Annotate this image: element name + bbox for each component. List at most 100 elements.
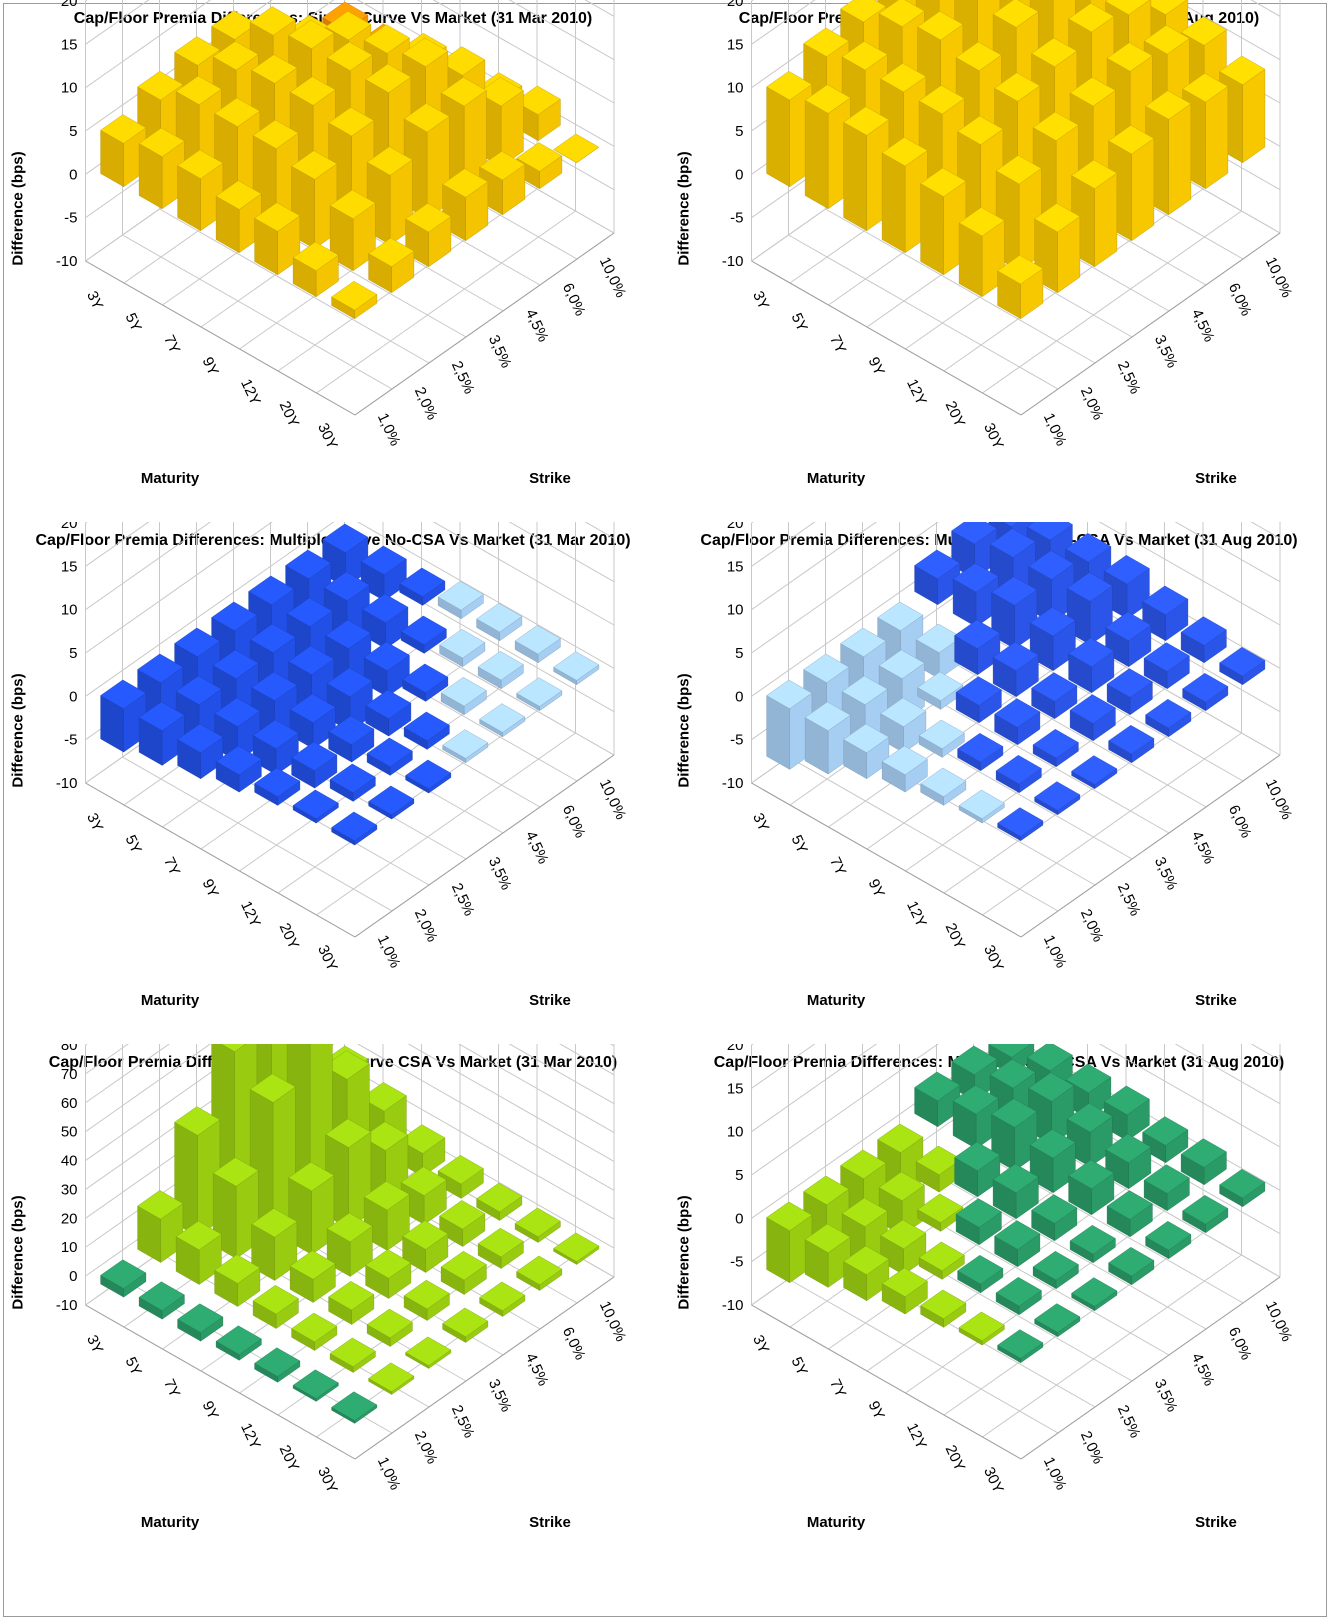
bar [403,1279,450,1321]
bars [766,522,1266,842]
bar [437,1155,484,1199]
grid-line [788,234,1059,390]
strike-axis-label: Strike [1195,1514,1237,1531]
y-tick-label: 0 [69,1268,77,1285]
y-tick-label: 40 [61,1153,78,1170]
strike-tick-label: 3,5% [485,1377,515,1415]
strike-tick-label: 10,0% [1262,1299,1295,1345]
bar [880,1219,927,1276]
y-tick-label: -5 [730,732,743,749]
y-tick-label: 0 [735,688,743,705]
bar [516,1255,563,1291]
grid-line [85,1044,615,1219]
maturity-tick-label: 20Y [942,921,969,952]
grid-line [85,522,615,697]
maturity-tick-label: 5Y [788,311,811,335]
y-tick-label: -10 [722,1297,744,1314]
bar [479,151,526,216]
bar [994,698,1041,746]
bar [252,719,299,776]
bar [1031,1194,1078,1242]
maturity-tick-label: 12Y [903,899,930,930]
bar [1071,1277,1118,1312]
chart-panel-4: Cap/Floor Premia Differences: Multiple-C… [666,522,1332,1062]
bar [1145,1221,1192,1260]
maturity-tick-label: 9Y [199,355,222,379]
bar [1032,729,1079,768]
bar [1143,642,1190,690]
maturity-tick-label: 20Y [276,1443,303,1474]
bar [553,651,600,686]
y-tick-label: 10 [61,80,78,97]
y-tick-label: 30 [61,1181,78,1198]
maturity-tick-label: 30Y [980,1465,1007,1496]
strike-tick-label: 1,0% [374,933,404,971]
maturity-tick-label: 9Y [199,1399,222,1423]
maturity-axis-line [85,260,356,416]
y-tick-label: 70 [61,1066,78,1083]
chart-panel-3: Cap/Floor Premia Differences: Multiple-C… [0,522,666,1062]
y-tick-label: -5 [64,732,77,749]
maturity-tick-label: 9Y [865,877,888,901]
bar [1108,1247,1155,1286]
grid-line [751,522,1281,654]
bar [1142,1116,1189,1164]
bar [804,701,851,775]
strike-tick-label: 1,0% [1040,1455,1070,1493]
bar [292,1369,339,1402]
bar [177,1303,224,1342]
maturity-axis-label: Maturity [140,992,200,1009]
y-tick-label: 20 [61,522,78,532]
strike-tick-label: 10,0% [1262,777,1295,823]
figure-frame [3,3,1327,1617]
strike-tick-label: 1,0% [1040,411,1070,449]
maturity-tick-label: 30Y [314,943,341,974]
bar [1142,585,1189,642]
strike-tick-label: 10,0% [1262,255,1295,301]
y-tick-label: -5 [730,210,743,227]
strike-tick-label: 4,5% [1188,829,1218,867]
bar [362,593,409,650]
bar [252,1285,299,1329]
grid-line [85,1044,615,1133]
bar [514,625,561,664]
strike-tick-label: 2,0% [1077,1429,1107,1467]
y-tick-label: 20 [61,1210,78,1227]
bar [439,629,486,668]
y-tick-label: 10 [727,80,744,97]
bar [1106,668,1153,716]
bar [405,203,452,268]
bar [100,1259,147,1298]
bar [400,615,447,654]
strike-axis-label: Strike [529,1514,571,1531]
bar [516,142,563,190]
bar [291,741,338,789]
bar [766,1201,813,1284]
bar [1180,1138,1227,1186]
bar [402,1220,449,1273]
maturity-tick-label: 30Y [980,943,1007,974]
y-tick-label: -5 [64,210,77,227]
grid-line [85,522,88,524]
bar [994,1220,1041,1268]
strike-tick-label: 3,5% [1151,855,1181,893]
bar [1106,1190,1153,1238]
bar [366,1308,413,1347]
bar [289,693,336,750]
strike-axis-line [354,232,615,416]
bars [100,1,600,320]
grid-line [122,234,393,390]
bar [516,677,563,712]
bar [440,677,487,716]
maturity-tick-label: 9Y [199,877,222,901]
grid-line [85,0,615,132]
bar [476,603,523,642]
bars [766,1044,1266,1364]
maturity-tick-label: 12Y [237,899,264,930]
maturity-tick-label: 30Y [314,1465,341,1496]
strike-tick-label: 4,5% [522,1351,552,1389]
bar [329,763,376,802]
y-tick-label: 15 [727,36,744,53]
maturity-axis-label: Maturity [806,470,866,487]
grid-line [751,1044,1281,1219]
